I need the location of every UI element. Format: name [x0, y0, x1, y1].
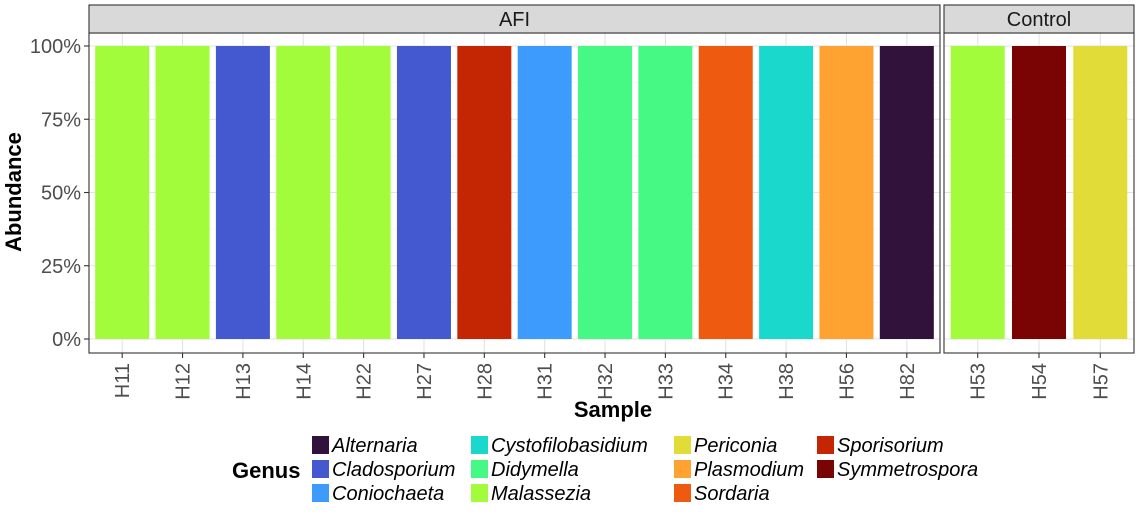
y-axis-title: Abundance [1, 132, 26, 252]
legend-label: Cladosporium [332, 459, 455, 481]
x-tick-label: H57 [1090, 363, 1112, 400]
legend-key [674, 436, 691, 454]
x-tick-label: H27 [414, 363, 436, 400]
legend-key [312, 484, 329, 502]
x-tick-label: H31 [535, 363, 557, 400]
bar-h53 [950, 46, 1005, 339]
facet-strip [88, 4, 941, 34]
bar-h54 [1012, 46, 1066, 339]
bar-h11 [95, 46, 150, 339]
x-tick-label: H53 [968, 363, 990, 400]
bar-h12 [155, 46, 210, 339]
legend-title: Genus [232, 458, 300, 483]
y-axis: 0% 25% 50% 75% 100% [30, 36, 89, 351]
x-tick-label: H56 [836, 363, 858, 400]
legend-key [312, 436, 329, 454]
bar-h82 [879, 46, 934, 339]
legend-key [471, 460, 488, 478]
bar-h38 [759, 46, 814, 339]
bar-h22 [336, 46, 391, 339]
legend-key [312, 460, 329, 478]
y-tick-label: 50% [41, 183, 81, 205]
y-tick-label: 25% [41, 256, 81, 278]
legend-key [471, 484, 488, 502]
legend-label: Symmetrospora [837, 459, 978, 481]
legend-label: Coniochaeta [332, 483, 444, 505]
legend-label: Plasmodium [694, 459, 804, 481]
legend-label: Didymella [491, 459, 579, 481]
x-tick-label: H14 [293, 363, 315, 400]
y-tick-label: 75% [41, 109, 81, 131]
bar-h14 [276, 46, 331, 339]
x-tick-label: H13 [233, 363, 255, 400]
facet-strip [943, 4, 1135, 34]
y-tick-label: 0% [52, 329, 81, 351]
bar-h33 [638, 46, 693, 339]
x-tick-label: H34 [716, 363, 738, 400]
bar-h32 [578, 46, 633, 339]
bar-h28 [457, 46, 512, 339]
legend-key [471, 436, 488, 454]
legend-label: Sporisorium [837, 435, 944, 457]
legend-key [674, 484, 691, 502]
panel-afi: H11 H12 H13 H14 H22 H27 H28 H31 H32 H33 H34 H38 H56 H… [88, 4, 941, 400]
legend-label: Alternaria [331, 435, 418, 457]
facet-strip-label: AFI [499, 9, 530, 31]
y-tick-label: 100% [30, 36, 81, 58]
x-axis-title: Sample [574, 397, 652, 422]
x-tick-label: H33 [655, 363, 677, 400]
x-tick-label: H11 [112, 363, 134, 398]
legend-label: Sordaria [694, 483, 770, 505]
bar-h56 [819, 46, 874, 339]
legend-label: Malassezia [491, 483, 591, 505]
bar-h31 [517, 46, 572, 339]
bar-h34 [698, 46, 753, 339]
legend-label: Cystofilobasidium [491, 435, 648, 457]
x-tick-label: H82 [897, 363, 919, 400]
panels-layer: H11 H12 H13 H14 H22 H27 H28 H31 H32 H33 H34 H38 H56 H… [88, 4, 1135, 400]
x-tick-label: H22 [354, 363, 376, 400]
x-tick-label: H54 [1029, 363, 1051, 400]
legend-key [817, 436, 834, 454]
bar-h27 [396, 46, 451, 339]
facet-strip-label: Control [1007, 9, 1071, 31]
panel-control: H53 H54 H57 Control [943, 4, 1135, 400]
legend-label: Periconia [694, 435, 777, 457]
x-tick-label: H32 [595, 363, 617, 400]
legend-key [674, 460, 691, 478]
legend-key [817, 460, 834, 478]
bar-h57 [1073, 46, 1128, 339]
bar-h13 [215, 46, 270, 339]
x-tick-label: H12 [173, 363, 195, 400]
x-tick-label: H28 [474, 363, 496, 400]
x-tick-label: H38 [776, 363, 798, 400]
